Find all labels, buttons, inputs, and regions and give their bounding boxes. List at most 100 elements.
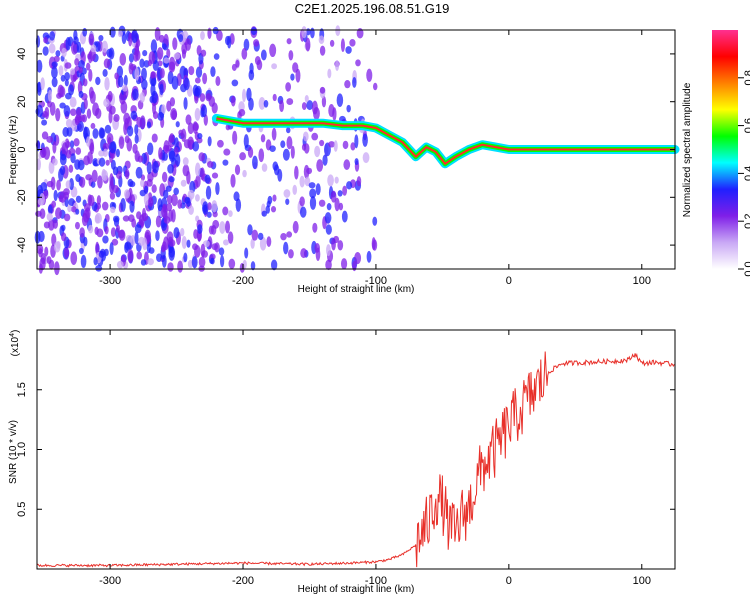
- noise-cell: [128, 53, 135, 63]
- y-tick-label: 20: [16, 96, 28, 108]
- noise-cell: [288, 50, 294, 61]
- y-tick-label: -20: [16, 189, 28, 205]
- noise-cell: [207, 160, 214, 168]
- noise-cell: [187, 122, 194, 135]
- noise-cell: [303, 164, 310, 179]
- noise-cell: [102, 235, 109, 244]
- colorbar-tick-label: 0.6: [743, 118, 750, 133]
- noise-cell: [90, 44, 97, 53]
- noise-cell: [113, 217, 120, 227]
- noise-cell: [205, 185, 212, 200]
- noise-cell: [161, 254, 167, 268]
- noise-cell: [211, 243, 218, 251]
- noise-cell: [90, 122, 96, 129]
- noise-cell: [346, 181, 353, 190]
- noise-cell: [325, 224, 332, 235]
- noise-cell: [250, 26, 257, 36]
- noise-cell: [301, 102, 307, 111]
- noise-cell: [242, 88, 247, 103]
- noise-cell: [109, 242, 114, 256]
- noise-cell: [75, 208, 80, 215]
- noise-cell: [241, 48, 248, 60]
- noise-cell: [239, 152, 246, 161]
- noise-cell: [223, 148, 231, 156]
- noise-cell: [161, 171, 168, 183]
- noise-cell: [140, 259, 147, 266]
- noise-cell: [198, 256, 206, 268]
- noise-cell: [88, 33, 95, 46]
- noise-cell: [134, 45, 140, 57]
- noise-cell: [102, 69, 108, 77]
- noise-cell: [306, 100, 314, 111]
- noise-cell: [222, 159, 229, 166]
- noise-cell: [55, 207, 62, 219]
- noise-cell: [36, 158, 42, 171]
- noise-cell: [86, 108, 92, 119]
- y-tick-label: 40: [16, 48, 28, 60]
- noise-cell: [161, 104, 166, 114]
- noise-cell: [195, 66, 203, 78]
- noise-cell: [180, 179, 187, 187]
- noise-cell: [170, 108, 178, 121]
- noise-cell: [260, 134, 266, 143]
- noise-cell: [288, 249, 294, 259]
- noise-cell: [152, 161, 159, 174]
- noise-cell: [215, 76, 221, 87]
- noise-cell: [327, 174, 334, 187]
- x-tick-label: 0: [506, 575, 512, 587]
- noise-cell: [235, 198, 242, 212]
- noise-cell: [168, 150, 176, 162]
- noise-cell: [279, 99, 285, 112]
- noise-cell: [70, 206, 77, 213]
- noise-cell: [356, 28, 364, 39]
- noise-cell: [231, 79, 239, 87]
- noise-cell: [194, 107, 201, 121]
- noise-cell: [124, 168, 130, 180]
- noise-cell: [166, 194, 173, 204]
- noise-cell: [105, 159, 110, 166]
- noise-cell: [168, 134, 175, 143]
- noise-cell: [219, 255, 225, 268]
- noise-cell: [180, 227, 185, 237]
- noise-cell: [163, 216, 171, 224]
- noise-cell: [173, 187, 179, 196]
- noise-cell: [68, 198, 75, 207]
- noise-cell: [69, 108, 77, 117]
- noise-cell: [309, 196, 317, 210]
- noise-cell: [207, 136, 212, 147]
- noise-cell: [47, 204, 53, 215]
- noise-cell: [194, 87, 201, 97]
- noise-cell: [79, 227, 85, 238]
- noise-cell: [354, 134, 359, 149]
- noise-cell: [366, 68, 373, 82]
- noise-cell: [234, 164, 241, 176]
- noise-cell: [305, 37, 311, 52]
- noise-cell: [223, 239, 229, 246]
- noise-cell: [51, 200, 57, 208]
- noise-cell: [90, 181, 96, 188]
- noise-cell: [165, 185, 172, 192]
- noise-cell: [193, 229, 199, 240]
- noise-cell: [318, 35, 325, 45]
- snr-panel: -300 -200 -100 0 100 0.5 1.0 1.5 Height of str…: [8, 329, 676, 595]
- noise-cell: [95, 241, 100, 256]
- noise-cell: [160, 68, 165, 79]
- noise-cell: [95, 107, 102, 119]
- colorbar-tick-label: 0.8: [743, 70, 750, 85]
- noise-cell: [143, 192, 150, 206]
- noise-cell: [39, 208, 46, 220]
- noise-cell: [180, 128, 187, 142]
- noise-cell: [247, 224, 253, 236]
- noise-cell: [326, 244, 331, 257]
- noise-cell: [286, 136, 293, 150]
- noise-cell: [206, 211, 212, 218]
- noise-cell: [201, 104, 208, 118]
- noise-cell: [197, 224, 203, 234]
- noise-cell: [280, 232, 287, 241]
- noise-cell: [315, 183, 321, 196]
- noise-cell: [215, 182, 220, 195]
- noise-cell: [151, 133, 158, 143]
- noise-cell: [168, 246, 175, 261]
- noise-cell: [104, 225, 109, 235]
- noise-cell: [202, 240, 210, 248]
